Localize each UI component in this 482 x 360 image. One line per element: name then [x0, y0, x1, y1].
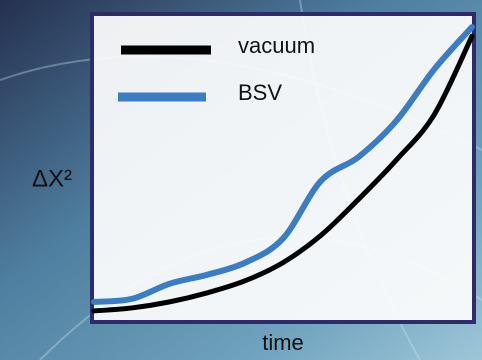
plot-frame	[92, 14, 474, 322]
chart: ΔX² time vacuum BSV	[0, 0, 482, 360]
legend-label: vacuum	[238, 33, 315, 58]
legend-label: BSV	[238, 80, 282, 105]
x-axis-label: time	[262, 330, 304, 355]
y-axis-label: ΔX²	[32, 165, 72, 192]
